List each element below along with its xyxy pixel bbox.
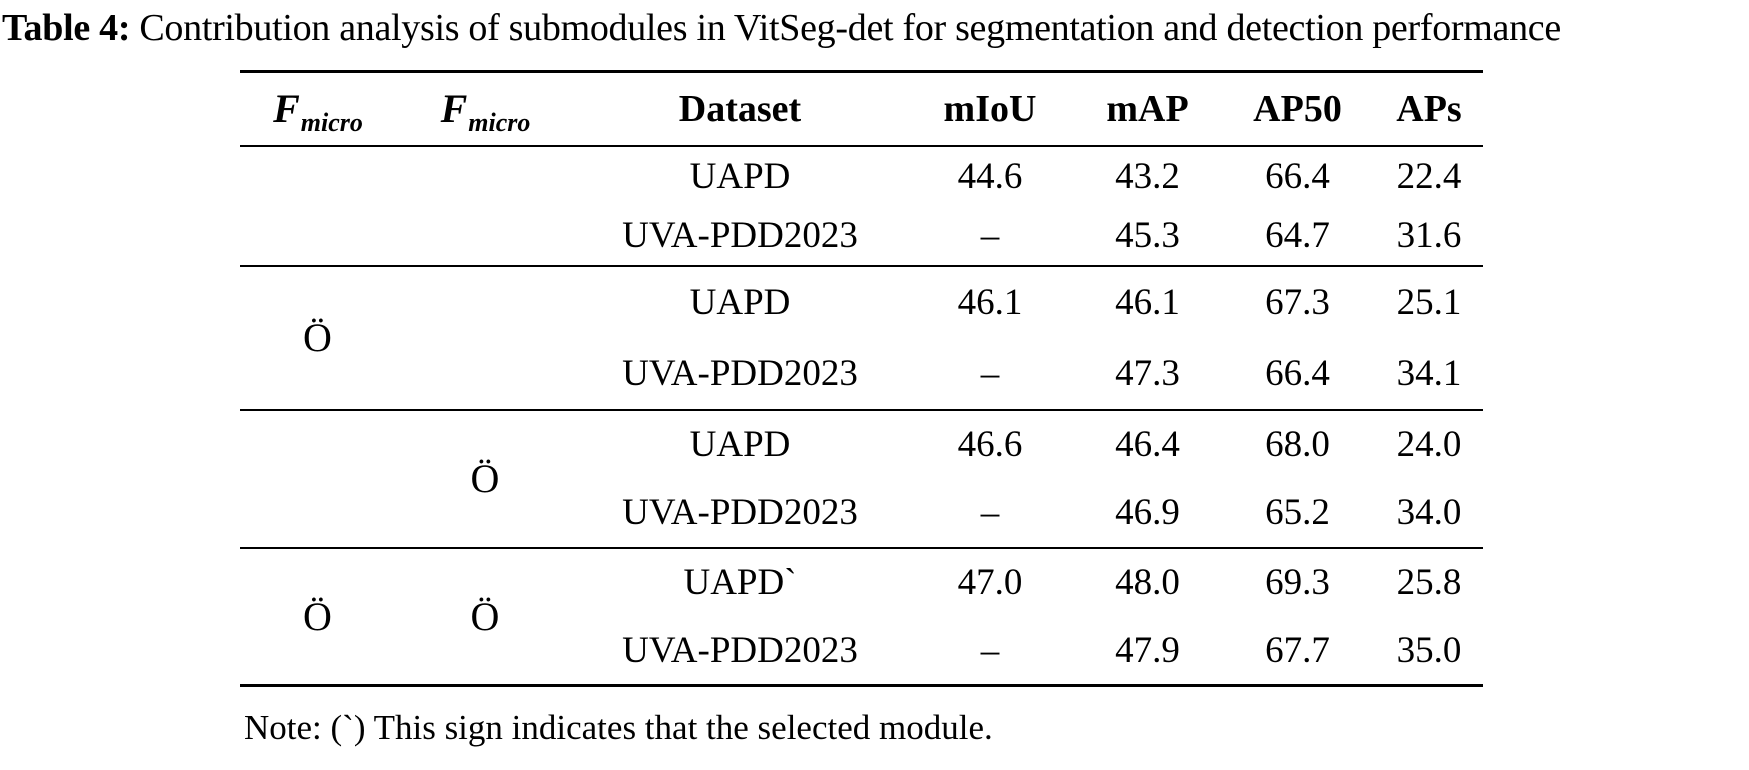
cell-ap50: 66.4	[1265, 155, 1330, 197]
cell-ap50: 64.7	[1265, 214, 1330, 256]
table-caption: Table 4: Contribution analysis of submod…	[2, 6, 1749, 50]
table-caption-text: Contribution analysis of submodules in V…	[130, 7, 1561, 49]
table-row: Ö Ö UAPD` 47.0 48.0 69.3 25.8	[240, 548, 1483, 639]
cell-aps: 35.0	[1396, 629, 1462, 671]
cell-ap50: 66.4	[1265, 352, 1330, 394]
table-caption-label: Table 4:	[2, 7, 131, 49]
col-header-miou: mIoU	[943, 87, 1037, 130]
cell-module2-mark	[395, 146, 575, 266]
cell-map: 43.2	[1115, 155, 1180, 197]
cell-aps: 31.6	[1396, 214, 1462, 256]
cell-dataset: UAPD	[689, 281, 791, 323]
cell-ap50: 67.7	[1265, 629, 1330, 671]
table-group-4: Ö Ö UAPD` 47.0 48.0 69.3 25.8 UVA-PDD202…	[240, 548, 1483, 686]
fmicro-base: F	[273, 86, 300, 132]
fmicro-subscript: micro	[468, 108, 531, 138]
table-row: UVA-PDD2023 – 47.3 66.4 34.1	[240, 338, 1483, 410]
cell-aps: 25.8	[1396, 562, 1462, 603]
table-group-1: UAPD 44.6 43.2 66.4 22.4 UVA-PDD2023 – 4…	[240, 146, 1483, 266]
table-header: Fmicro Fmicro Dataset mIoU mAP AP50 APs	[240, 71, 1483, 146]
cell-miou: –	[980, 492, 1000, 533]
cell-map: 46.4	[1115, 424, 1180, 465]
cell-map: 45.3	[1115, 214, 1180, 256]
cell-module1-mark: Ö	[303, 315, 332, 360]
cell-aps: 25.1	[1396, 281, 1462, 323]
cell-dataset: UVA-PDD2023	[622, 492, 858, 533]
cell-dataset: UAPD	[689, 155, 791, 197]
cell-miou: 47.0	[957, 562, 1023, 603]
cell-module1-mark	[240, 410, 395, 548]
cell-map: 47.9	[1115, 629, 1180, 671]
cell-miou: 44.6	[957, 155, 1023, 197]
col-header-fmicro-1: Fmicro	[240, 72, 395, 146]
cell-ap50: 69.3	[1265, 562, 1330, 603]
table-row: Ö UAPD 46.6 46.4 68.0 24.0	[240, 410, 1483, 501]
cell-dataset: UVA-PDD2023	[622, 214, 858, 256]
cell-map: 46.9	[1115, 492, 1180, 533]
cell-map: 47.3	[1115, 352, 1180, 394]
cell-miou: 46.1	[957, 281, 1023, 323]
cell-aps: 22.4	[1396, 155, 1462, 197]
cell-dataset: UVA-PDD2023	[622, 352, 858, 394]
table-row: UVA-PDD2023 – 46.9 65.2 34.0	[240, 479, 1483, 548]
cell-map: 46.1	[1115, 281, 1180, 323]
cell-ap50: 68.0	[1265, 424, 1330, 465]
cell-aps: 24.0	[1396, 424, 1462, 465]
cell-miou: 46.6	[957, 424, 1023, 465]
cell-aps: 34.0	[1396, 492, 1462, 533]
fmicro-base: F	[440, 86, 468, 132]
table-group-2: Ö UAPD 46.1 46.1 67.3 25.1 UVA-PDD2023 –…	[240, 266, 1483, 410]
col-header-ap50: AP50	[1253, 87, 1342, 130]
cell-module1-mark	[240, 146, 395, 266]
header-row: Fmicro Fmicro Dataset mIoU mAP AP50 APs	[240, 71, 1483, 146]
fmicro-subscript: micro	[300, 108, 363, 138]
cell-ap50: 67.3	[1265, 281, 1330, 323]
table-footnote: Note: (`) This sign indicates that the s…	[244, 708, 993, 747]
cell-module1-mark: Ö	[303, 593, 332, 639]
col-header-aps: APs	[1396, 87, 1462, 130]
table-group-3: Ö UAPD 46.6 46.4 68.0 24.0 UVA-PDD2023 –…	[240, 410, 1483, 548]
table-row: Ö UAPD 46.1 46.1 67.3 25.1	[240, 266, 1483, 361]
col-header-fmicro-2: Fmicro	[395, 72, 575, 146]
table-row: UVA-PDD2023 – 47.9 67.7 35.0	[240, 617, 1483, 686]
col-header-dataset: Dataset	[678, 87, 802, 130]
table-row: UAPD 44.6 43.2 66.4 22.4	[240, 146, 1483, 206]
cell-module2-mark	[395, 266, 575, 410]
cell-dataset: UAPD	[689, 424, 791, 465]
cell-miou: –	[980, 352, 1000, 394]
cell-dataset: UAPD`	[683, 562, 797, 603]
cell-module2-mark: Ö	[470, 593, 500, 639]
cell-module2-mark: Ö	[470, 456, 500, 501]
cell-miou: –	[980, 629, 1000, 671]
cell-ap50: 65.2	[1265, 492, 1330, 533]
cell-map: 48.0	[1115, 562, 1180, 603]
cell-miou: –	[980, 214, 1000, 256]
cell-dataset: UVA-PDD2023	[622, 629, 858, 671]
col-header-map: mAP	[1106, 87, 1189, 130]
results-table: Fmicro Fmicro Dataset mIoU mAP AP50 APs …	[240, 70, 1483, 687]
table-row: UVA-PDD2023 – 45.3 64.7 31.6	[240, 206, 1483, 266]
cell-aps: 34.1	[1396, 352, 1462, 394]
